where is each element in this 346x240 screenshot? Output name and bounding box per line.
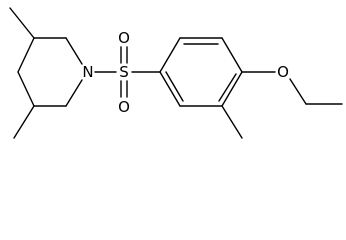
molecule-diagram: N S O O O <box>9 7 343 139</box>
atom-n: N <box>82 63 93 81</box>
atom-o: O <box>277 63 289 81</box>
bonds <box>9 7 343 139</box>
atom-o: O <box>118 29 130 47</box>
atom-o: O <box>118 98 130 116</box>
atom-s: S <box>119 63 129 81</box>
